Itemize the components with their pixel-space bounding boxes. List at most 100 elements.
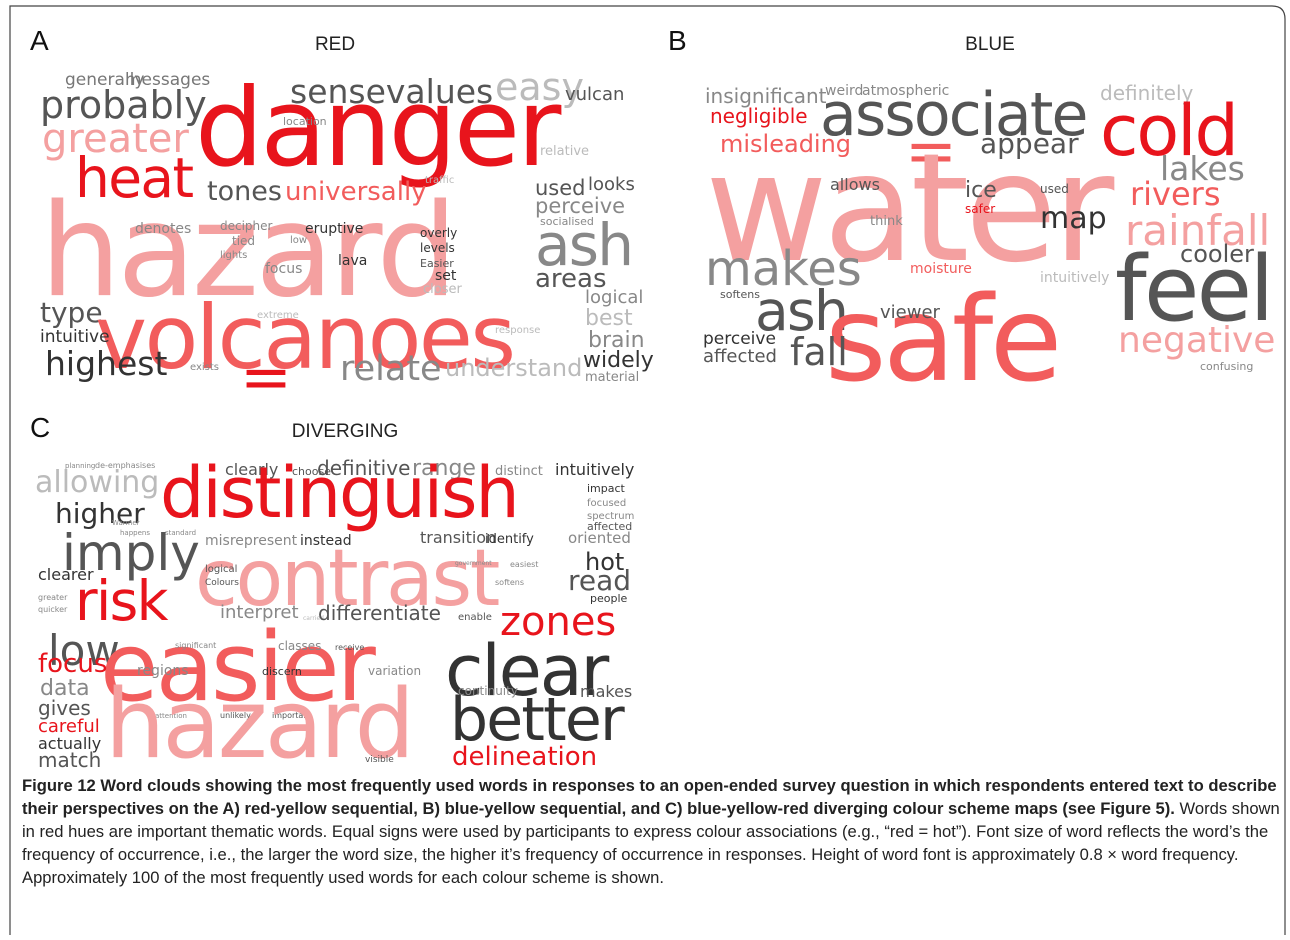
word: closer — [423, 282, 462, 297]
word: fall — [790, 330, 848, 374]
word: hot — [585, 548, 624, 576]
word: affected — [587, 520, 632, 533]
word: water — [705, 122, 1115, 296]
word: rivers — [1130, 175, 1221, 213]
word: hazard — [105, 670, 412, 780]
word: easy — [495, 65, 584, 109]
word: exists — [190, 362, 219, 373]
word: looks — [588, 174, 635, 195]
word: unlikely — [220, 711, 251, 720]
word: safe — [825, 270, 1059, 408]
word: identify — [485, 532, 534, 547]
word: match — [38, 748, 101, 772]
word: focus — [265, 261, 302, 277]
word: differentiate — [318, 601, 441, 625]
word: allows — [830, 175, 880, 194]
word: eruptive — [305, 221, 363, 237]
word: overly — [420, 226, 457, 240]
word: greater — [38, 593, 68, 602]
word: definitely — [1100, 81, 1194, 105]
word: careful — [38, 716, 100, 737]
word: volcanoes — [95, 286, 514, 389]
word: people — [590, 592, 628, 605]
word: gives — [38, 696, 91, 720]
word: location — [283, 115, 327, 128]
word: brain — [588, 328, 645, 353]
word: insignificant — [705, 84, 827, 108]
word: affected — [703, 346, 777, 367]
word: = — [905, 114, 955, 187]
word: associate — [820, 80, 1087, 150]
caption-bold: Figure 12 Word clouds showing the most f… — [22, 776, 1277, 818]
word: appear — [980, 127, 1079, 160]
word: continuity — [458, 684, 518, 698]
word: ice — [965, 178, 997, 203]
word: easier — [100, 613, 377, 723]
panel-title: BLUE — [965, 34, 1015, 55]
word: instead — [300, 533, 352, 549]
word: softens — [495, 578, 524, 587]
panel-title: RED — [315, 34, 355, 55]
word: data — [40, 676, 90, 701]
word: lakes — [1160, 149, 1245, 188]
word: negative — [1118, 320, 1275, 361]
word: choose — [292, 465, 331, 478]
word: government — [455, 560, 492, 567]
panel-label: A — [30, 25, 49, 56]
word: read — [568, 564, 631, 597]
word: happens — [120, 529, 150, 537]
word: makes — [705, 241, 862, 297]
word: classes — [278, 639, 321, 653]
word: set — [435, 268, 457, 284]
word: zones — [500, 599, 616, 645]
word: messages — [125, 70, 210, 90]
word: Easier — [420, 257, 454, 270]
word: moisture — [910, 261, 972, 277]
word: lava — [338, 253, 367, 269]
word: distinguish — [160, 452, 518, 534]
word: think — [870, 214, 903, 229]
word: spectrum — [587, 511, 634, 522]
word: misleading — [720, 130, 851, 158]
word: distinct — [495, 464, 543, 479]
word: understand — [445, 354, 582, 382]
word: risk — [75, 569, 169, 633]
word: used — [1040, 182, 1069, 196]
word: danger — [195, 66, 562, 191]
word: focused — [587, 498, 626, 509]
word: discern — [262, 665, 302, 678]
word: de-emphasises — [95, 461, 155, 470]
word: tied — [232, 234, 255, 248]
word: enable — [458, 612, 492, 623]
word: feel — [1115, 237, 1272, 342]
word: low — [48, 626, 120, 675]
word: logical — [205, 564, 237, 575]
word: imply — [62, 524, 200, 582]
word: viewer — [880, 302, 941, 323]
word: map — [1040, 201, 1107, 236]
word: tones — [207, 176, 282, 207]
word: generally — [65, 70, 144, 90]
word: interpret — [220, 602, 299, 623]
word: perceive — [703, 329, 776, 349]
word: cooler — [1180, 240, 1254, 268]
word: ash — [535, 211, 632, 279]
word: type — [40, 296, 103, 329]
word: contrast — [195, 534, 499, 624]
panel-title: DIVERGING — [292, 421, 399, 442]
word: intuitively — [555, 460, 634, 479]
word: probably — [40, 83, 207, 127]
word: heat — [75, 146, 193, 210]
word: transition — [420, 528, 496, 547]
word: cold — [1100, 90, 1237, 172]
word: response — [495, 325, 540, 336]
word: logical — [585, 287, 643, 308]
word: definitive — [317, 456, 410, 480]
word: ash — [755, 279, 847, 343]
word: easiest — [510, 560, 538, 569]
word: highest — [45, 344, 167, 383]
frame — [9, 5, 1286, 935]
word: weird — [825, 83, 863, 99]
